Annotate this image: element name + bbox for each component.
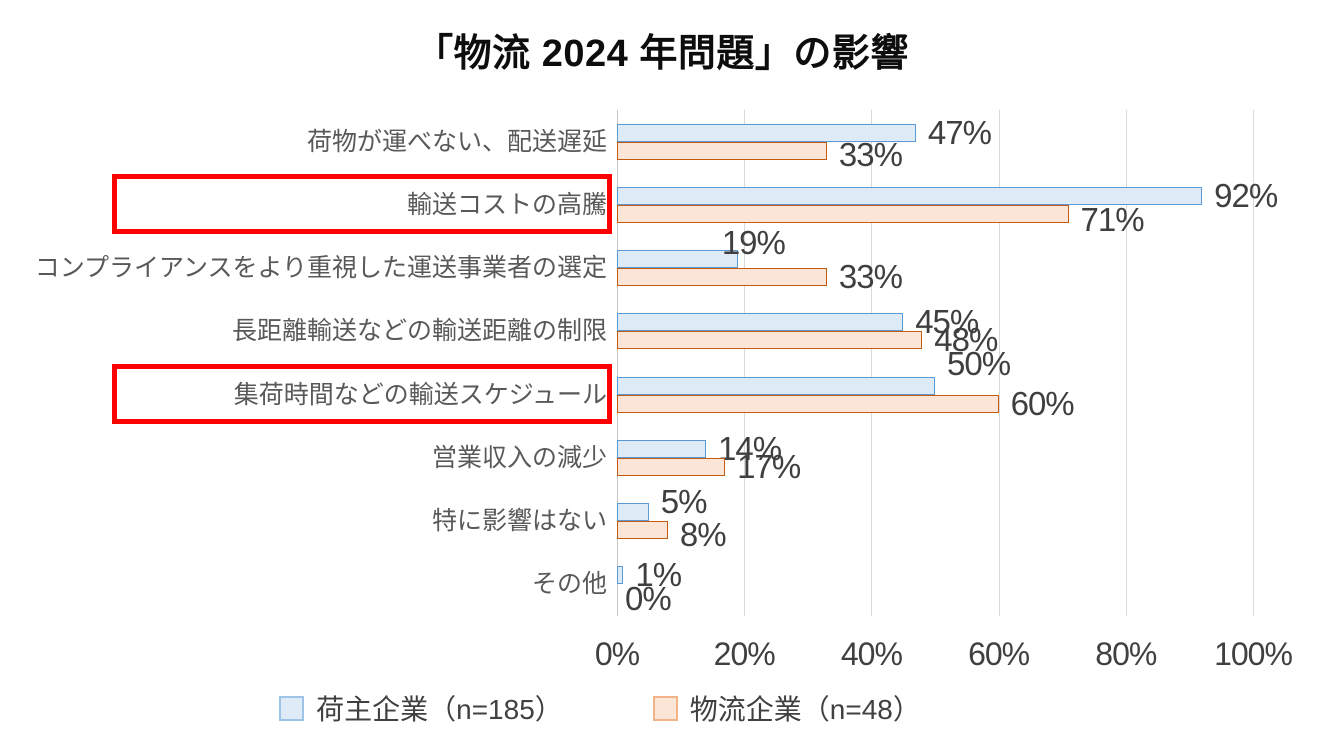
logistics-bar <box>617 141 827 160</box>
logistics-bar <box>617 394 999 413</box>
shipper-value-label: 5% <box>660 483 708 521</box>
shipper-value-label: 1% <box>635 556 682 594</box>
gridline <box>871 110 873 616</box>
gridline <box>1253 110 1254 616</box>
x-tick-label: 60% <box>968 636 1030 672</box>
shipper-bar <box>617 376 935 395</box>
category-label: 長距離輸送などの輸送距離の制限 <box>231 317 607 346</box>
gridline <box>744 110 746 616</box>
shipper-value-label: 19% <box>721 224 786 262</box>
shipper-bar <box>617 503 649 522</box>
shipper-legend-swatch-icon <box>279 695 305 721</box>
logistics-value-label: 33% <box>838 135 903 173</box>
gridline <box>998 110 1000 616</box>
shipper-value-label: 50% <box>947 344 1011 382</box>
logistics-bar <box>617 268 827 287</box>
logistics-value-label: 33% <box>838 258 903 296</box>
category-label: 輸送コストの高騰 <box>406 190 607 219</box>
shipper-bar <box>617 439 707 458</box>
highlight-box <box>112 173 612 234</box>
shipper-value-label: 45% <box>915 303 979 341</box>
category-label: 荷物が運べない、配送遅延 <box>306 127 607 156</box>
category-label: コンプライアンスをより重視した運送事業者の選定 <box>34 254 607 283</box>
logistics-value-label: 60% <box>1010 384 1075 422</box>
category-label: 特に影響はない <box>431 507 607 536</box>
x-tick-label: 40% <box>840 636 903 672</box>
logistics-value-label: 17% <box>737 447 801 485</box>
shipper-value-label: 14% <box>718 429 782 467</box>
shipper-bar <box>617 186 1203 205</box>
logistics-legend-label: 物流企業（n=48） <box>689 694 921 725</box>
chart-title: 「物流 2024 年問題」の影響 <box>415 33 909 75</box>
shipper-bar <box>617 123 916 142</box>
logistics-bar <box>617 457 726 476</box>
gridline <box>617 110 618 616</box>
legend-item-logistics: 物流企業（n=48） <box>652 688 921 728</box>
category-label: 営業収入の減少 <box>431 443 607 472</box>
highlight-box <box>112 363 612 424</box>
legend-item-shipper: 荷主企業（n=185） <box>279 688 563 728</box>
x-tick-label: 80% <box>1095 636 1157 672</box>
legend: 荷主企業（n=185） 物流企業（n=48） <box>0 688 1200 728</box>
category-label: 集荷時間などの輸送スケジュール <box>233 380 607 409</box>
logistics-value-label: 8% <box>679 516 727 554</box>
shipper-bar <box>617 250 738 269</box>
logistics-legend-swatch-icon <box>652 695 678 721</box>
x-tick-label: 0% <box>594 636 640 672</box>
shipper-bar <box>617 566 624 585</box>
x-tick-label: 20% <box>713 636 776 672</box>
shipper-bar <box>617 313 904 332</box>
shipper-value-label: 92% <box>1214 176 1278 214</box>
logistics-value-label: 48% <box>934 321 998 359</box>
logistics-value-label: 71% <box>1080 200 1145 238</box>
category-label: その他 <box>531 570 607 599</box>
logistics-bar <box>617 331 923 350</box>
shipper-value-label: 47% <box>927 113 992 151</box>
logistics-value-label: 0% <box>625 580 672 618</box>
gridline <box>1125 110 1127 616</box>
shipper-legend-label: 荷主企業（n=185） <box>316 694 563 725</box>
logistics-bar <box>617 521 668 540</box>
x-tick-label: 100% <box>1214 636 1293 672</box>
logistics-bar <box>617 204 1069 223</box>
